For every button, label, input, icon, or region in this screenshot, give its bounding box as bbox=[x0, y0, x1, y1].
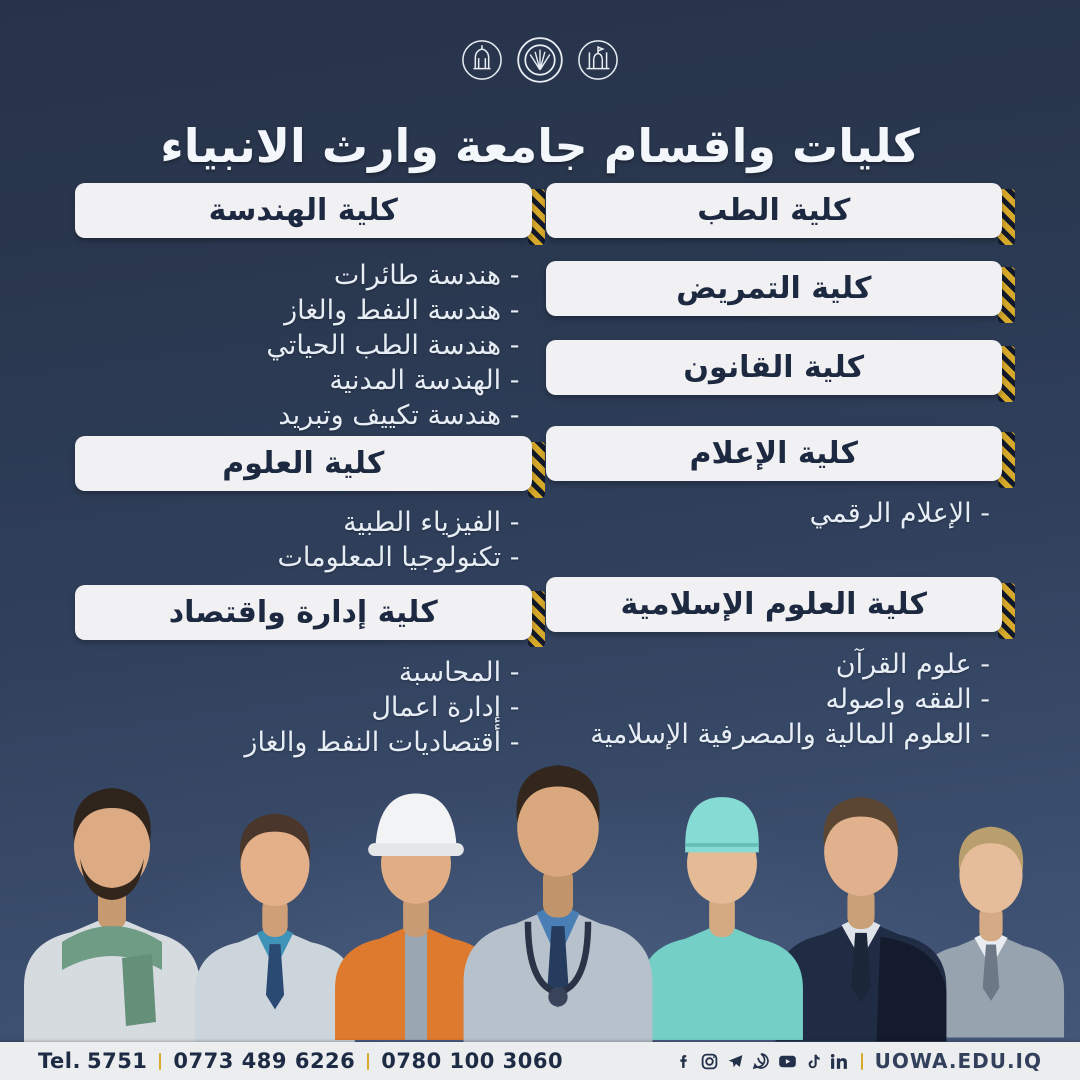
admin-economics-departments: - المحاسبة - إدارة اعمال - أقتصاديات الن… bbox=[75, 653, 532, 760]
hazard-ribbon bbox=[998, 189, 1015, 245]
contact-info: Tel. 5751 0773 489 6226 0780 100 3060 bbox=[38, 1049, 563, 1073]
column-right: كلية الطب كلية التمريض كلية القانون كلية… bbox=[545, 183, 1015, 752]
divider bbox=[159, 1052, 162, 1070]
college-title: كلية الإعلام bbox=[545, 426, 1002, 481]
tiktok-icon[interactable] bbox=[804, 1052, 823, 1071]
engineering-departments: - هندسة طائرات - هندسة النفط والغاز - هن… bbox=[75, 256, 532, 433]
college-banner-islamic-sciences: كلية العلوم الإسلامية bbox=[545, 577, 1015, 639]
person-scientist-lab-coat bbox=[182, 770, 368, 1042]
department-item: - هندسة طائرات bbox=[333, 260, 520, 291]
tel-label: Tel. bbox=[38, 1049, 81, 1073]
college-title: كلية الهندسة bbox=[75, 183, 532, 238]
instagram-icon[interactable] bbox=[700, 1052, 719, 1071]
person-businessman-suit bbox=[908, 784, 1074, 1042]
department-item: - الفقه واصوله bbox=[825, 684, 990, 715]
footer-right: UOWA.EDU.IQ bbox=[674, 1049, 1042, 1073]
department-item: - تكنولوجيا المعلومات bbox=[277, 542, 520, 573]
person-lawyer-robe bbox=[764, 750, 958, 1042]
footer-bar: Tel. 5751 0773 489 6226 0780 100 3060 bbox=[0, 1042, 1080, 1080]
department-item: - العلوم المالية والمصرفية الإسلامية bbox=[590, 719, 990, 750]
hazard-ribbon bbox=[998, 267, 1015, 323]
college-title: كلية العلوم الإسلامية bbox=[545, 577, 1002, 632]
whatsapp-icon[interactable] bbox=[752, 1052, 771, 1071]
hazard-ribbon bbox=[527, 591, 545, 647]
divider bbox=[860, 1052, 863, 1070]
hazard-ribbon bbox=[998, 432, 1015, 488]
department-item: - الفيزياء الطبية bbox=[343, 507, 520, 538]
person-doctor-stethoscope bbox=[448, 720, 668, 1042]
department-item: - أقتصاديات النفط والغاز bbox=[244, 727, 520, 758]
department-item: - الهندسة المدنية bbox=[329, 365, 520, 396]
tel-group: Tel. 5751 bbox=[38, 1049, 147, 1073]
college-banner-sciences: كلية العلوم bbox=[75, 436, 545, 498]
phone-number: 0780 100 3060 bbox=[381, 1049, 564, 1073]
sciences-departments: - الفيزياء الطبية - تكنولوجيا المعلومات bbox=[75, 503, 532, 575]
telegram-icon[interactable] bbox=[726, 1052, 745, 1071]
department-item: - هندسة تكييف وتبريد bbox=[278, 400, 520, 431]
hazard-ribbon bbox=[998, 583, 1015, 639]
colleges-grid: كلية الطب كلية التمريض كلية القانون كلية… bbox=[75, 183, 1015, 760]
college-title: كلية القانون bbox=[545, 340, 1002, 395]
photo-strip bbox=[0, 712, 1080, 1042]
tel-number: 5751 bbox=[86, 1049, 148, 1073]
media-departments: - الإعلام الرقمي bbox=[546, 494, 1003, 531]
department-item: - المحاسبة bbox=[398, 657, 520, 688]
logo-row bbox=[0, 36, 1080, 84]
college-banner-nursing: كلية التمريض bbox=[545, 261, 1015, 323]
hazard-ribbon bbox=[527, 189, 545, 245]
hazard-ribbon bbox=[998, 346, 1015, 402]
website-link[interactable]: UOWA.EDU.IQ bbox=[874, 1049, 1042, 1073]
person-bearded-man-green-scarf bbox=[10, 742, 214, 1042]
college-title: كلية الطب bbox=[545, 183, 1002, 238]
college-banner-media: كلية الإعلام bbox=[545, 426, 1015, 488]
college-banner-engineering: كلية الهندسة bbox=[75, 183, 545, 245]
youtube-icon[interactable] bbox=[778, 1052, 797, 1071]
hazard-ribbon bbox=[527, 442, 545, 498]
department-item: - هندسة الطب الحياتي bbox=[266, 330, 520, 361]
person-surgeon-scrubs bbox=[630, 762, 814, 1042]
person-engineer-hard-hat bbox=[324, 762, 508, 1042]
page-title: كليات واقسام جامعة وارث الانبياء bbox=[160, 118, 920, 173]
linkedin-icon[interactable] bbox=[830, 1052, 849, 1071]
islamic-sciences-departments: - علوم القرآن - الفقه واصوله - العلوم ال… bbox=[546, 645, 1003, 752]
divider bbox=[367, 1052, 370, 1070]
college-title: كلية العلوم bbox=[75, 436, 532, 491]
social-icons bbox=[674, 1052, 849, 1071]
college-title: كلية التمريض bbox=[545, 261, 1002, 316]
phone-number: 0773 489 6226 bbox=[173, 1049, 356, 1073]
college-title: كلية إدارة واقتصاد bbox=[75, 585, 532, 640]
university-seal-logo-icon bbox=[516, 36, 564, 84]
department-item: - إدارة اعمال bbox=[371, 692, 520, 723]
college-banner-admin-economics: كلية إدارة واقتصاد bbox=[75, 585, 545, 647]
facebook-icon[interactable] bbox=[674, 1052, 693, 1071]
shrine-outline-logo-icon bbox=[461, 39, 503, 81]
department-item: - علوم القرآن bbox=[835, 649, 990, 680]
college-banner-medicine: كلية الطب bbox=[545, 183, 1015, 245]
holy-shrine-logo-icon bbox=[577, 39, 619, 81]
college-banner-law: كلية القانون bbox=[545, 340, 1015, 402]
column-left: كلية الهندسة - هندسة طائرات - هندسة النف… bbox=[75, 183, 545, 760]
department-item: - هندسة النفط والغاز bbox=[284, 295, 520, 326]
department-item: - الإعلام الرقمي bbox=[809, 498, 990, 529]
